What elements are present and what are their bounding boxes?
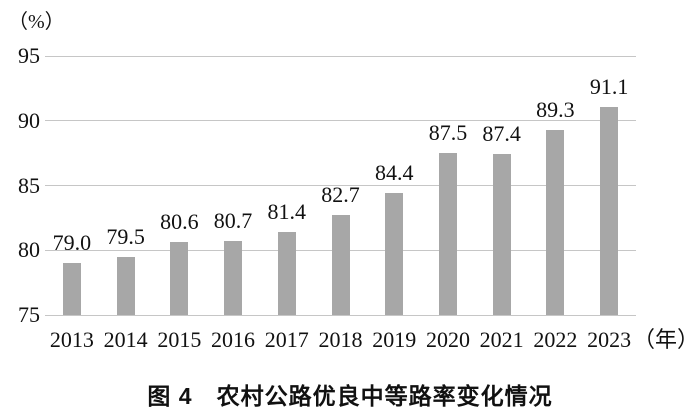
gridline-75 bbox=[45, 314, 636, 316]
x-tick-label-2021: 2021 bbox=[479, 327, 524, 352]
y-tick-label-80: 80 bbox=[18, 237, 40, 263]
bar-value-label-2023: 91.1 bbox=[589, 73, 629, 99]
bar-value-label-2022: 89.3 bbox=[536, 96, 575, 122]
figure-caption: 图 4 农村公路优良中等路率变化情况 bbox=[147, 383, 553, 409]
x-tick-label-2018: 2018 bbox=[318, 327, 363, 352]
x-tick-label-2014: 2014 bbox=[103, 327, 148, 352]
y-tick-label-75: 75 bbox=[18, 302, 40, 327]
bar-2018 bbox=[331, 215, 350, 315]
y-tick-label-85: 85 bbox=[18, 172, 40, 198]
x-tick-label-2023: 2023 bbox=[587, 327, 632, 352]
x-tick-label-2019: 2019 bbox=[372, 327, 417, 352]
gridline-90 bbox=[45, 120, 636, 122]
gridline-85 bbox=[45, 185, 636, 186]
x-axis-unit-label: （年） bbox=[633, 327, 700, 352]
bar-value-label-2020: 87.5 bbox=[428, 120, 468, 146]
bar-value-label-2019: 84.4 bbox=[374, 160, 414, 186]
y-axis-unit-label: （%） bbox=[8, 11, 65, 33]
bar-2016 bbox=[224, 241, 243, 315]
x-tick-label-2022: 2022 bbox=[533, 327, 578, 352]
bar-2017 bbox=[277, 232, 296, 315]
x-tick-label-2013: 2013 bbox=[49, 327, 94, 352]
x-tick-label-2016: 2016 bbox=[211, 327, 256, 352]
bar-value-label-2015: 80.6 bbox=[160, 209, 199, 235]
y-axis: 95 90 85 80 75 bbox=[0, 44, 40, 327]
bar-2019 bbox=[385, 193, 404, 315]
bar-2023 bbox=[600, 106, 619, 315]
bar-2021 bbox=[492, 154, 511, 315]
x-tick-label-2020: 2020 bbox=[425, 327, 470, 352]
bar-2013 bbox=[62, 263, 81, 315]
bar-value-label-2018: 82.7 bbox=[321, 182, 360, 208]
bar-2022 bbox=[546, 129, 565, 315]
x-tick-label-2015: 2015 bbox=[157, 327, 202, 352]
gridline-95 bbox=[45, 55, 636, 57]
bar-value-label-2017: 81.4 bbox=[267, 199, 307, 225]
y-tick-label-95: 95 bbox=[18, 43, 40, 68]
x-tick-label-2017: 2017 bbox=[264, 327, 309, 352]
bar-value-label-2014: 79.5 bbox=[106, 223, 145, 249]
bar-value-label-2013: 79.0 bbox=[52, 230, 92, 256]
y-tick-label-90: 90 bbox=[18, 107, 40, 133]
plot-area: 79.0 2013 79.5 2014 80.6 2015 80.7 2016 81.4 2017… bbox=[45, 55, 699, 351]
bar-2020 bbox=[438, 153, 457, 315]
bar-2015 bbox=[170, 242, 189, 315]
bar-2014 bbox=[116, 256, 135, 315]
bar-value-label-2021: 87.4 bbox=[482, 121, 521, 147]
bar-value-label-2016: 80.7 bbox=[213, 208, 253, 234]
